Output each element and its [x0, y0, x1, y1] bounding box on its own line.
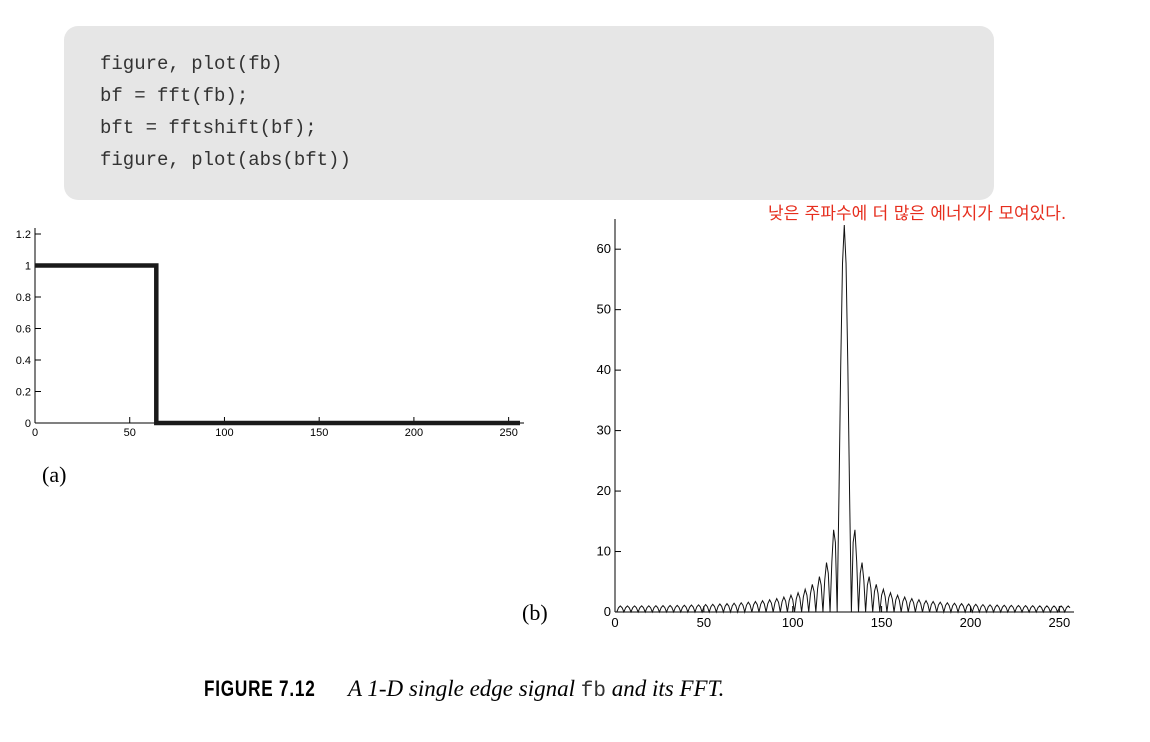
caption-text-after: and its FFT. — [605, 676, 725, 701]
x-tick-label: 250 — [1048, 615, 1070, 630]
y-tick-label: 20 — [597, 483, 611, 498]
x-tick-label: 100 — [215, 427, 233, 439]
x-tick-label: 100 — [782, 615, 804, 630]
y-tick-label: 0.8 — [16, 292, 31, 304]
x-tick-label: 0 — [611, 615, 618, 630]
code-block — [64, 26, 994, 200]
series-line-step — [35, 263, 520, 426]
panel-label-a: (a) — [42, 462, 67, 487]
annotation-note: 낮은 주파수에 더 많은 에너지가 모여있다. — [768, 204, 1067, 224]
x-tick-label: 250 — [499, 427, 517, 439]
y-tick-label: 10 — [597, 544, 611, 559]
y-tick-label: 60 — [597, 241, 611, 256]
x-tick-label: 50 — [124, 427, 136, 439]
x-tick-label: 150 — [310, 427, 328, 439]
code-line-3: bft = fftshift(bf); — [100, 117, 317, 139]
code-line-2: bf = fft(fb); — [100, 85, 249, 107]
caption-text-before: A 1-D single edge signal — [348, 676, 581, 701]
y-tick-label: 0 — [604, 604, 611, 619]
figure-label: FIGURE 7.12 — [204, 676, 316, 701]
x-tick-label: 50 — [697, 615, 711, 630]
y-tick-label: 30 — [597, 423, 611, 438]
code-line-1: figure, plot(fb) — [100, 53, 283, 75]
code-line-4: figure, plot(abs(bft)) — [100, 149, 351, 171]
y-tick-label: 0.2 — [16, 387, 31, 399]
y-tick-label: 40 — [597, 362, 611, 377]
y-tick-label: 0.4 — [16, 355, 31, 367]
y-tick-label: 0 — [25, 418, 31, 430]
y-tick-label: 50 — [597, 302, 611, 317]
y-tick-label: 0.6 — [16, 324, 31, 336]
x-tick-label: 150 — [871, 615, 893, 630]
chart-b: 0 10 20 30 40 50 60 0 50 100 150 200 250 — [597, 219, 1074, 630]
y-tick-label: 1 — [25, 261, 31, 273]
caption-code-word: fb — [580, 680, 606, 703]
y-tick-label: 1.2 — [16, 229, 31, 241]
x-tick-label: 0 — [32, 427, 38, 439]
chart-a: 0 0.2 0.4 0.6 0.8 1 1.2 0 50 100 150 200 250 — [16, 228, 524, 439]
series-line-fft — [616, 224, 1071, 614]
x-tick-label: 200 — [405, 427, 423, 439]
panel-label-b: (b) — [522, 600, 548, 625]
figure-caption: A 1-D single edge signal fb and its FFT. — [348, 676, 724, 703]
x-tick-label: 200 — [960, 615, 982, 630]
